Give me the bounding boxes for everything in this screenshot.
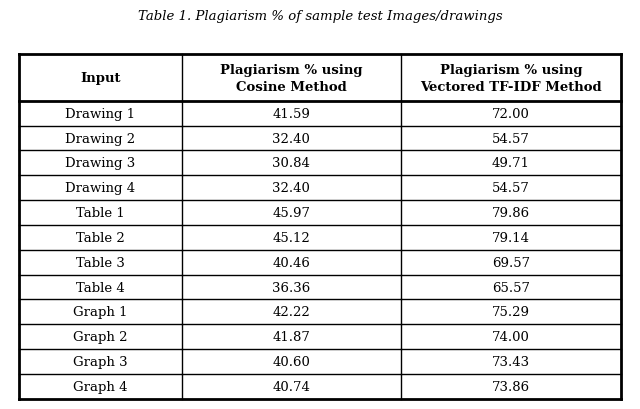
Text: 79.86: 79.86 — [492, 207, 530, 220]
Text: 74.00: 74.00 — [492, 330, 530, 343]
Text: 30.84: 30.84 — [273, 157, 310, 170]
Text: 72.00: 72.00 — [492, 108, 530, 121]
Text: Drawing 2: Drawing 2 — [65, 132, 136, 145]
Text: Graph 2: Graph 2 — [73, 330, 127, 343]
Text: 69.57: 69.57 — [492, 256, 530, 269]
Text: 45.12: 45.12 — [273, 231, 310, 244]
Text: 32.40: 32.40 — [273, 182, 310, 195]
Text: Graph 4: Graph 4 — [73, 380, 127, 393]
Text: Plagiarism % using
Cosine Method: Plagiarism % using Cosine Method — [220, 63, 363, 93]
Text: Table 1. Plagiarism % of sample test Images/drawings: Table 1. Plagiarism % of sample test Ima… — [138, 10, 502, 23]
Text: 73.86: 73.86 — [492, 380, 530, 393]
Text: 36.36: 36.36 — [272, 281, 310, 294]
Text: 40.46: 40.46 — [273, 256, 310, 269]
Text: Plagiarism % using
Vectored TF-IDF Method: Plagiarism % using Vectored TF-IDF Metho… — [420, 63, 602, 93]
Text: Drawing 3: Drawing 3 — [65, 157, 136, 170]
Text: Drawing 1: Drawing 1 — [65, 108, 136, 121]
Text: 40.60: 40.60 — [273, 355, 310, 368]
Text: 32.40: 32.40 — [273, 132, 310, 145]
Text: 42.22: 42.22 — [273, 306, 310, 319]
Text: Table 4: Table 4 — [76, 281, 125, 294]
Text: Graph 3: Graph 3 — [73, 355, 128, 368]
Text: 45.97: 45.97 — [273, 207, 310, 220]
Text: 65.57: 65.57 — [492, 281, 530, 294]
Text: Input: Input — [80, 72, 121, 85]
Text: Graph 1: Graph 1 — [73, 306, 127, 319]
Text: Table 2: Table 2 — [76, 231, 125, 244]
Text: 54.57: 54.57 — [492, 132, 530, 145]
Text: Drawing 4: Drawing 4 — [65, 182, 136, 195]
Text: 79.14: 79.14 — [492, 231, 530, 244]
Text: 41.87: 41.87 — [273, 330, 310, 343]
Text: Table 1: Table 1 — [76, 207, 125, 220]
Text: 41.59: 41.59 — [273, 108, 310, 121]
Text: 75.29: 75.29 — [492, 306, 530, 319]
Text: 40.74: 40.74 — [273, 380, 310, 393]
Text: Table 3: Table 3 — [76, 256, 125, 269]
Text: 73.43: 73.43 — [492, 355, 530, 368]
Text: 54.57: 54.57 — [492, 182, 530, 195]
Text: 49.71: 49.71 — [492, 157, 530, 170]
